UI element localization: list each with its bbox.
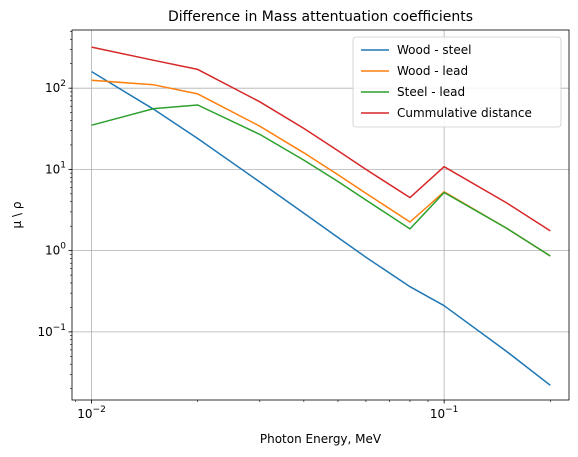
legend-box (352, 36, 562, 128)
legend-label: Cummulative distance (397, 106, 532, 120)
y-tick-label: 10−1 (37, 323, 66, 339)
chart-title: Difference in Mass attentuation coeffici… (168, 9, 473, 25)
y-tick-label: 101 (45, 160, 66, 176)
plot-frame (71, 29, 570, 401)
ticks: 10−2 10−1 10−1 100 101 102 (37, 31, 551, 421)
series-line (91, 46, 551, 232)
x-tick-label: 10−1 (430, 405, 459, 421)
legend-label: Steel - lead (397, 85, 465, 99)
series-line (91, 104, 551, 257)
legend-label: Wood - lead (397, 64, 468, 78)
y-tick-label: 102 (45, 79, 66, 95)
y-tick-label: 100 (45, 242, 66, 258)
series-lines (91, 46, 551, 386)
legend-label: Wood - steel (397, 43, 471, 57)
x-axis-label: Photon Energy, MeV (260, 432, 382, 446)
series-line (91, 70, 551, 386)
x-tick-label: 10−2 (77, 405, 106, 421)
legend: Wood - steel Wood - lead Steel - lead Cummu… (352, 36, 562, 128)
y-axis-label: μ \ ρ (10, 202, 24, 229)
